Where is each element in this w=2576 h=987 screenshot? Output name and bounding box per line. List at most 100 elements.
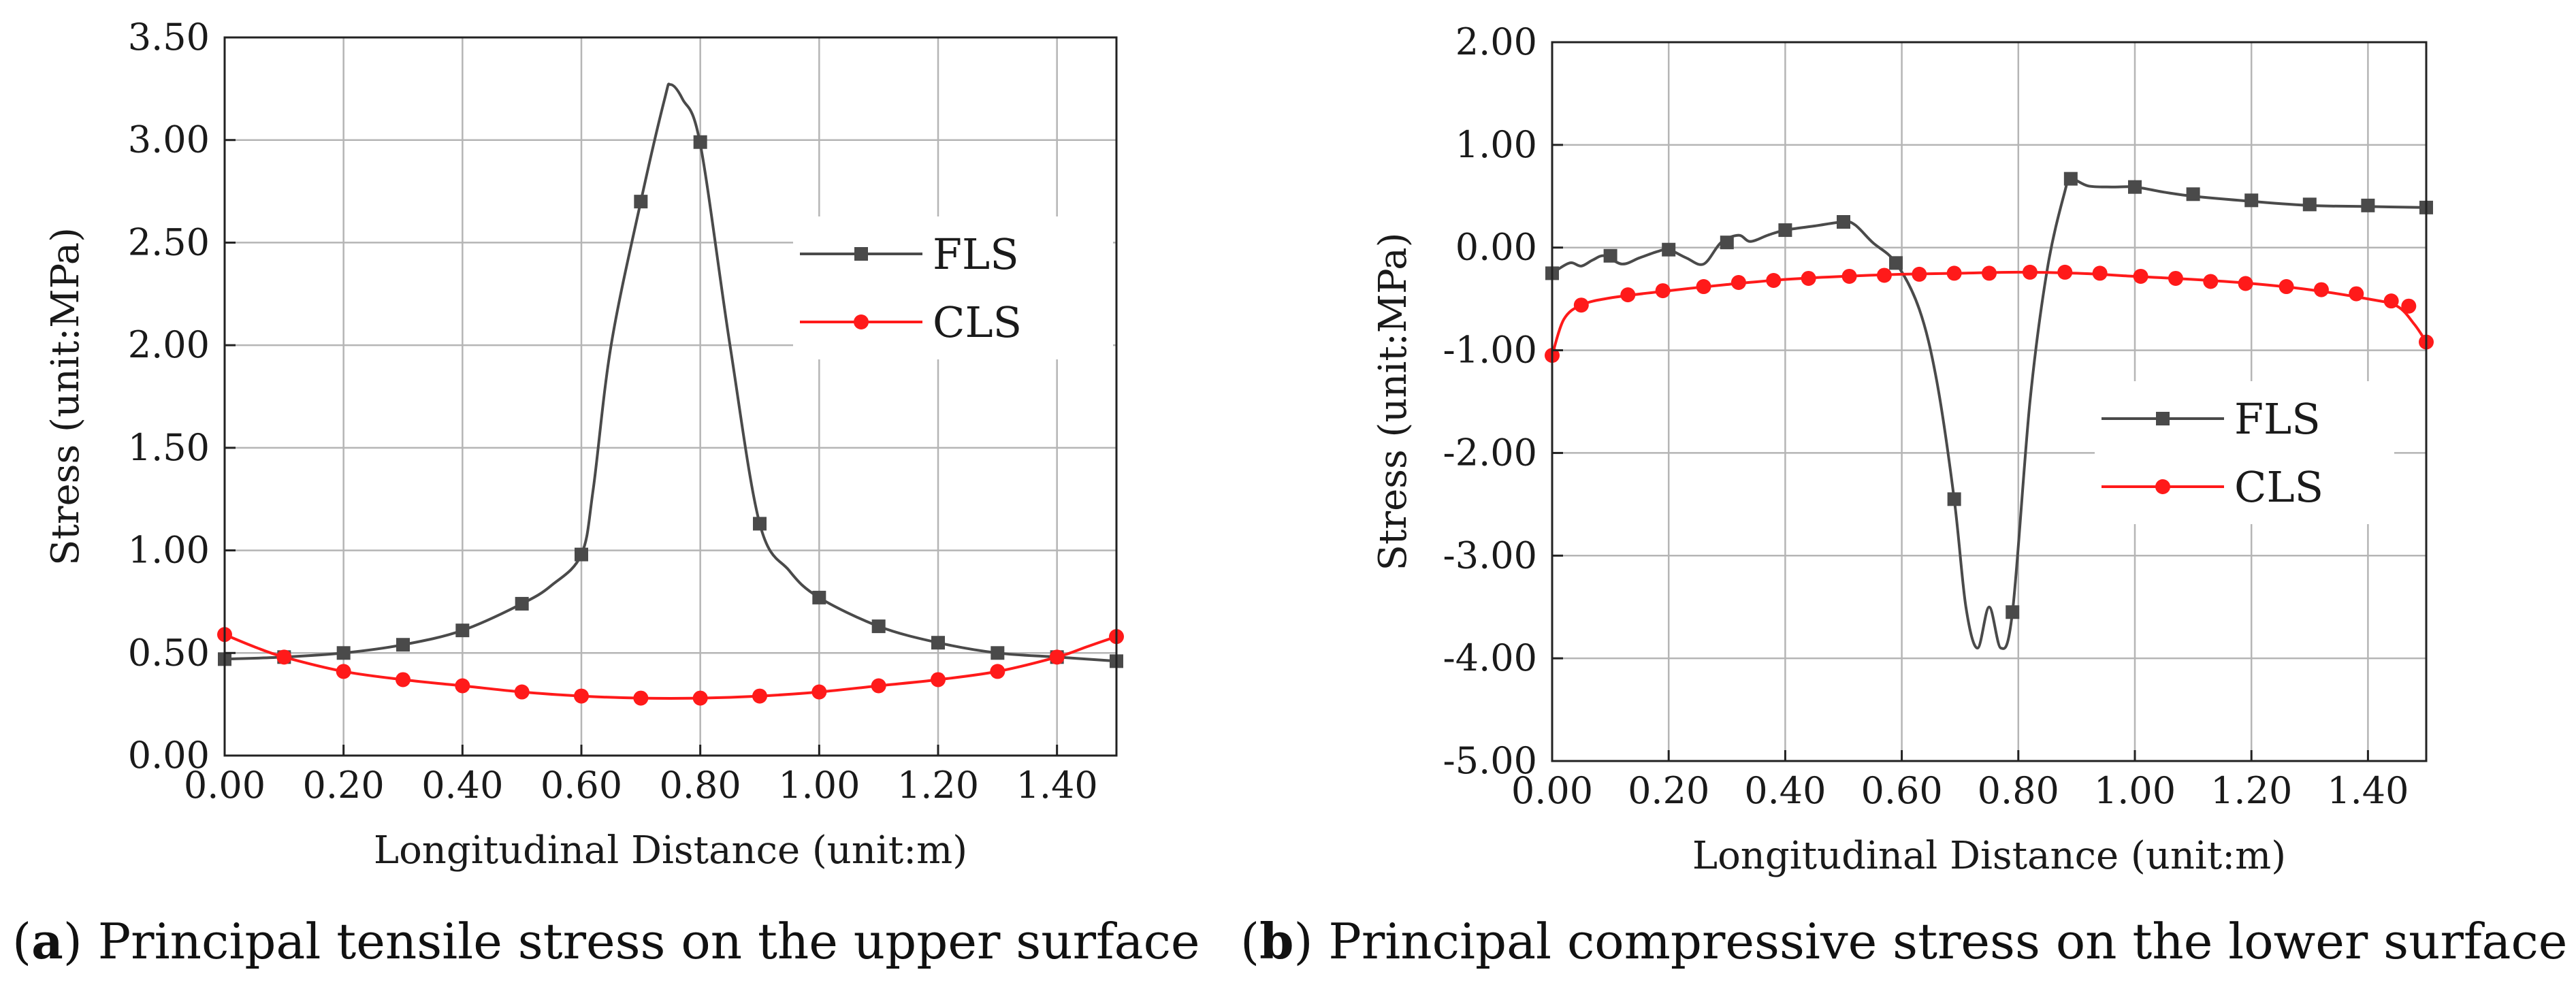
chart-b-cls-point-9 (1876, 268, 1892, 283)
chart-b-cls-point-8 (1841, 268, 1857, 284)
chart-a-ytick-label-4: 2.00 (128, 323, 210, 366)
chart-a-ytick-label-1: 0.50 (128, 631, 210, 674)
chart-a-xtick-label-3: 0.60 (541, 764, 622, 807)
chart-b-ticks: 0.00 0.20 0.40 0.60 0.80 1.00 1.20 1.40 -5.00 -4.… (1443, 20, 2409, 812)
caption-b: (b) Principal compressive stress on the … (1240, 912, 2568, 970)
chart-a-fls-point-10 (812, 590, 826, 604)
chart-a-xtick-label-0: 0.00 (184, 764, 265, 807)
chart-b-xtick-label-5: 1.00 (2094, 769, 2176, 812)
chart-b-ytick-label-5: 0.00 (1455, 226, 1537, 269)
chart-a-legend-cls-marker (854, 314, 869, 329)
chart-a-xtick-label-2: 0.40 (421, 764, 503, 807)
chart-a-legend-box (793, 216, 1113, 359)
chart-a-fls-point-5 (515, 596, 529, 611)
chart-a-cls-point-13 (990, 664, 1005, 679)
chart-b-fls-point-13 (2302, 197, 2317, 212)
chart-a-fls-point-3 (396, 638, 410, 652)
chart-a-fls-point-12 (931, 636, 945, 650)
chart-b-fls-point-14 (2361, 198, 2375, 212)
chart-b-cls-point-1 (1573, 297, 1589, 313)
chart-a-ytick-label-6: 3.00 (128, 118, 210, 161)
chart-b-legend-box (2095, 381, 2394, 524)
chart-b-ytick-label-0: -5.00 (1443, 739, 1537, 782)
chart-b-fls-point-2 (1662, 242, 1676, 257)
chart-a-cls-point-10 (811, 684, 827, 700)
chart-b-xtick-label-1: 0.20 (1628, 769, 1709, 812)
chart-b-xtick-label-2: 0.40 (1744, 769, 1826, 812)
chart-b-plot-frame (1551, 41, 2428, 762)
chart-a-series-cls-line (224, 633, 1117, 700)
chart-a-cls-point-8 (692, 690, 708, 706)
chart-b-cls-point-17 (2168, 270, 2183, 286)
caption-b-text: Principal compressive stress on the lowe… (1313, 913, 2568, 970)
chart-b-cls-point-2 (1620, 287, 1636, 303)
chart-b-cls-point-3 (1655, 283, 1671, 299)
chart-b-cls-point-15 (2092, 265, 2108, 281)
chart-b-cls-point-13 (2022, 264, 2038, 280)
chart-a-legend-fls-label: FLS (933, 229, 1019, 279)
chart-a-xtick-label-5: 1.00 (778, 764, 860, 807)
chart-b-cls-point-20 (2279, 279, 2294, 295)
chart-b-legend-cls-label: CLS (2234, 462, 2323, 512)
chart-b-xtick-label-0: 0.00 (1511, 769, 1593, 812)
chart-b-cls-point-16 (2133, 268, 2148, 284)
chart-a-xtick-label-1: 0.20 (303, 764, 385, 807)
caption-b-tag: b (1259, 912, 1294, 970)
chart-b-fls-point-1 (1603, 248, 1617, 263)
chart-a-fls-point-8 (693, 135, 707, 149)
chart-a-cls-point-7 (633, 690, 649, 706)
chart-a-cls-point-9 (752, 688, 767, 704)
chart-b-ytick-label-1: -4.00 (1443, 636, 1537, 679)
chart-b-cls-point-7 (1801, 270, 1816, 286)
chart-b-y-axis-title: Stress (unit:MPa) (1371, 232, 1415, 570)
chart-b-cls-point-22 (2349, 286, 2364, 302)
chart-b-cls-point-24 (2401, 298, 2417, 314)
chart-b-xtick-label-6: 1.20 (2210, 769, 2292, 812)
chart-b-cls-point-12 (1982, 265, 1997, 281)
chart-b-series (1545, 172, 2434, 650)
chart-b-fls-point-4 (1778, 223, 1792, 238)
chart-a-fls-point-2 (336, 646, 351, 660)
chart-b-cls-point-4 (1696, 279, 1711, 295)
chart-a-fls-point-11 (871, 619, 886, 634)
chart-a-ticks: 0.00 0.20 0.40 0.60 0.80 1.00 1.20 1.40 0.00 0.50… (128, 16, 1098, 807)
chart-a-series (217, 82, 1124, 706)
chart-a-ytick-label-5: 2.50 (128, 221, 210, 263)
chart-a-xtick-label-6: 1.20 (897, 764, 979, 807)
chart-a-cls-point-14 (1049, 649, 1065, 665)
chart-a-ytick-label-7: 3.50 (128, 16, 210, 59)
chart-a-fls-point-6 (575, 547, 588, 562)
chart-a-y-axis-title: Stress (unit:MPa) (44, 227, 88, 566)
chart-a-cls-point-11 (871, 678, 886, 694)
chart-a-cls-point-6 (574, 688, 589, 704)
chart-b-cls-point-11 (1946, 265, 1962, 281)
chart-b-fls-point-5 (1837, 215, 1850, 229)
chart-a-fls-point-7 (634, 195, 648, 209)
chart-a-fls-point-13 (991, 646, 1005, 660)
chart-a-xtick-label-7: 1.40 (1016, 764, 1098, 807)
chart-b-fls-point-8 (2006, 605, 2020, 619)
chart-b-legend-fls-marker (2156, 412, 2170, 425)
chart-b-fls-point-10 (2128, 180, 2142, 194)
chart-b-fls-point-11 (2186, 187, 2200, 201)
chart-a-cls-point-12 (931, 672, 946, 687)
chart-a-cls-point-3 (396, 672, 410, 687)
chart-a-legend: FLS CLS (793, 216, 1113, 359)
chart-b-fls-point-7 (1947, 492, 1961, 506)
chart-b-legend-cls-marker (2155, 479, 2170, 494)
chart-b-grid (1552, 42, 2426, 761)
chart-b-legend-fls-label: FLS (2234, 394, 2321, 444)
chart-a-x-axis-title: Longitudinal Distance (unit:m) (374, 828, 967, 873)
chart-a-fls-point-4 (455, 624, 470, 638)
chart-b-xtick-label-3: 0.60 (1861, 769, 1942, 812)
chart-b-ytick-label-3: -2.00 (1443, 431, 1537, 474)
chart-b-legend: FLS CLS (2095, 381, 2394, 524)
chart-a-legend-cls-label: CLS (933, 297, 1022, 347)
chart-a-grid (225, 37, 1116, 756)
chart-b-ytick-label-4: -1.00 (1443, 329, 1537, 372)
chart-b: 0.00 0.20 0.40 0.60 0.80 1.00 1.20 1.40 -5.00 -4.… (1371, 20, 2434, 878)
caption-a-tag: a (31, 912, 63, 970)
chart-b-ytick-label-7: 2.00 (1455, 20, 1537, 63)
chart-b-cls-point-6 (1766, 272, 1782, 288)
chart-b-cls-point-21 (2313, 282, 2329, 297)
